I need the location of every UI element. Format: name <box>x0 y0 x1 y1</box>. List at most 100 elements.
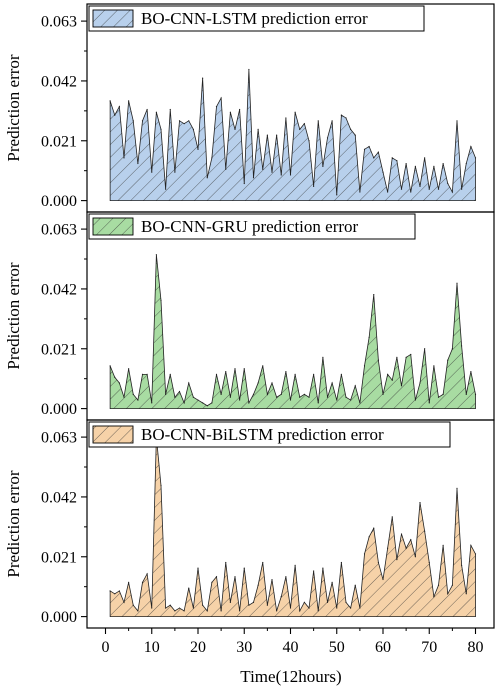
data-point <box>169 604 171 606</box>
data-point <box>280 174 282 176</box>
data-point <box>317 402 319 404</box>
data-point <box>128 100 130 102</box>
data-point <box>382 578 384 581</box>
data-point <box>377 561 379 564</box>
data-point <box>141 120 144 122</box>
data-point <box>178 120 181 122</box>
data-point <box>169 108 171 111</box>
data-point <box>396 356 398 358</box>
data-point <box>178 607 181 609</box>
data-point <box>451 584 453 586</box>
legend-label: BO-CNN-LSTM prediction error <box>141 9 368 28</box>
data-point <box>257 128 259 130</box>
x-tick-label: 80 <box>468 639 484 656</box>
legend-swatch <box>92 217 134 236</box>
data-point <box>220 97 222 99</box>
data-point <box>405 162 407 165</box>
data-point <box>271 382 273 384</box>
data-point <box>132 120 134 122</box>
data-point <box>252 601 255 603</box>
data-point <box>271 578 273 581</box>
data-point <box>137 610 139 612</box>
data-point <box>400 385 403 387</box>
x-tick-label: 50 <box>329 639 345 656</box>
data-point <box>123 396 125 398</box>
data-point <box>220 610 222 612</box>
data-point <box>442 544 444 546</box>
data-point <box>229 601 231 603</box>
data-point <box>165 393 167 395</box>
data-point <box>447 182 449 185</box>
data-point <box>114 376 116 378</box>
data-point <box>461 188 463 190</box>
data-point <box>299 396 301 398</box>
x-tick-label: 0 <box>102 639 110 656</box>
data-point <box>206 177 208 179</box>
data-point <box>192 128 194 130</box>
data-point <box>202 77 204 79</box>
legend-label: BO-CNN-BiLSTM prediction error <box>141 425 384 444</box>
data-point <box>211 402 213 404</box>
data-point <box>225 168 227 170</box>
data-point <box>414 556 416 558</box>
data-point <box>248 604 250 606</box>
data-point <box>262 561 264 564</box>
data-point <box>382 393 384 395</box>
legend-swatch <box>92 9 134 28</box>
data-point <box>188 382 190 384</box>
data-point <box>197 148 199 150</box>
data-point <box>169 373 171 376</box>
data-point <box>160 128 162 130</box>
data-point <box>220 393 222 395</box>
data-point <box>308 396 310 398</box>
data-point <box>178 390 181 393</box>
data-point <box>188 587 190 589</box>
data-point <box>442 162 444 165</box>
data-point <box>206 405 208 407</box>
data-point <box>424 157 426 159</box>
data-point <box>229 111 231 113</box>
data-point <box>165 607 167 609</box>
data-point <box>373 527 375 529</box>
data-point <box>340 373 342 376</box>
y-tick-label: 0.042 <box>41 73 77 90</box>
data-point <box>382 171 384 173</box>
data-point <box>183 402 185 404</box>
data-point <box>132 604 134 606</box>
data-point <box>243 182 245 185</box>
data-point <box>128 581 130 584</box>
data-point <box>442 393 444 395</box>
data-point <box>114 593 116 595</box>
data-point <box>410 539 412 541</box>
y-axis-label: Prediction error <box>4 262 23 369</box>
data-point <box>266 604 268 606</box>
data-point <box>192 607 194 609</box>
data-point <box>428 188 430 190</box>
data-point <box>266 393 268 395</box>
data-point <box>414 399 416 401</box>
data-point <box>387 373 389 376</box>
data-point <box>363 553 366 555</box>
data-point <box>294 564 296 566</box>
data-point <box>118 105 120 108</box>
y-tick-label: 0.021 <box>41 133 77 150</box>
data-point <box>317 610 319 612</box>
data-point <box>234 128 236 130</box>
data-point <box>234 576 236 578</box>
data-point <box>174 171 176 173</box>
data-point <box>285 576 287 578</box>
data-point <box>424 348 426 350</box>
data-point <box>433 165 435 168</box>
data-point <box>336 194 338 196</box>
data-point <box>252 393 255 395</box>
data-point <box>289 607 292 609</box>
data-point <box>202 604 204 606</box>
error-area-series <box>109 69 476 201</box>
x-tick-label: 30 <box>236 639 252 656</box>
y-tick-label: 0.000 <box>41 401 77 418</box>
data-point <box>151 171 153 173</box>
data-point <box>123 601 125 603</box>
data-point <box>303 123 305 125</box>
data-point <box>326 137 329 139</box>
data-point <box>451 348 453 350</box>
